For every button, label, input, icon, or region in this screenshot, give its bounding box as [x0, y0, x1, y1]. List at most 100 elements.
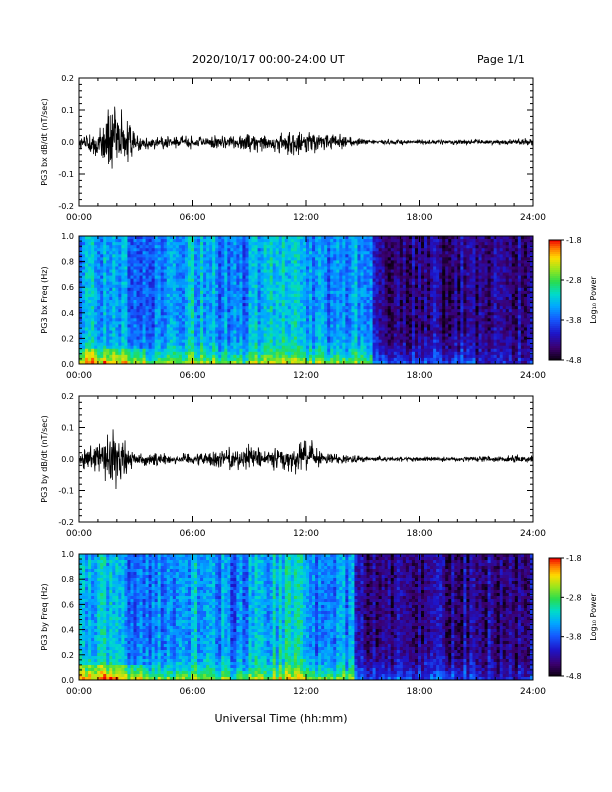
- spectrogram-cell: [157, 260, 162, 264]
- spectrogram-cell: [242, 296, 246, 301]
- spectrogram-cell: [290, 236, 295, 240]
- spectrogram-cell: [115, 315, 119, 319]
- spectrogram-cell: [154, 336, 159, 341]
- spectrogram-cell: [315, 339, 319, 344]
- spectrogram-cell: [260, 296, 265, 301]
- spectrogram-cell: [148, 354, 153, 359]
- spectrogram-cell: [100, 312, 104, 316]
- spectrogram-cell: [109, 348, 113, 353]
- spectrogram-cell: [230, 306, 234, 310]
- spectrogram-cell: [145, 351, 150, 356]
- spectrogram-cell: [181, 296, 186, 301]
- spectrogram-cell: [127, 263, 131, 267]
- spectrogram-cell: [133, 327, 137, 331]
- spectrogram-cell: [178, 254, 183, 258]
- spectrogram-cell: [309, 342, 313, 347]
- spectrogram-cell: [127, 272, 131, 277]
- spectrogram-cell: [296, 327, 301, 331]
- spectrogram-cell: [181, 336, 186, 341]
- spectrogram-cell: [324, 251, 328, 255]
- spectrogram-cell: [206, 275, 210, 280]
- spectrogram-cell: [194, 290, 198, 295]
- spectrogram-cell: [109, 315, 113, 319]
- spectrogram-cell: [414, 336, 419, 341]
- spectrogram-cell: [88, 348, 92, 353]
- spectrogram-cell: [115, 239, 119, 243]
- spectrogram-cell: [345, 272, 349, 277]
- spectrogram-cell: [387, 296, 392, 301]
- spectrogram-cell: [172, 248, 177, 252]
- spectrogram-cell: [139, 296, 143, 301]
- spectrogram-cell: [230, 260, 234, 264]
- spectrogram-cell: [272, 245, 277, 249]
- spectrogram-cell: [245, 266, 249, 270]
- spectrogram-cell: [336, 254, 340, 258]
- spectrogram-cell: [366, 281, 370, 286]
- spectrogram-cell: [172, 327, 177, 331]
- spectrogram-cell: [296, 330, 301, 334]
- spectrogram-cell: [302, 287, 307, 292]
- spectrogram-cell: [248, 348, 252, 353]
- spectrogram-cell: [94, 351, 98, 356]
- spectrogram-cell: [278, 296, 283, 301]
- spectrogram-cell: [357, 336, 361, 341]
- spectrogram-cell: [417, 272, 422, 277]
- spectrogram-cell: [421, 257, 425, 261]
- spectrogram-cell: [175, 281, 180, 286]
- spectrogram-cell: [215, 309, 219, 313]
- spectrogram-cell: [278, 360, 283, 365]
- spectrogram-cell: [414, 357, 419, 362]
- spectrogram-cell: [142, 236, 146, 240]
- spectrogram-cell: [309, 287, 313, 292]
- spectrogram-cell: [91, 263, 95, 267]
- spectrogram-cell: [242, 236, 246, 240]
- spectrogram-cell: [133, 360, 137, 365]
- spectrogram-cell: [148, 281, 153, 286]
- spectrogram-cell: [384, 260, 389, 264]
- spectrogram-cell: [175, 324, 180, 328]
- spectrogram-cell: [378, 330, 383, 334]
- spectrogram-cell: [414, 269, 419, 273]
- spectrogram-cell: [97, 348, 101, 353]
- spectrogram-cell: [106, 318, 110, 322]
- spectrogram-cell: [399, 260, 404, 264]
- spectrogram-cell: [184, 275, 189, 280]
- spectrogram-cell: [263, 306, 268, 310]
- spectrogram-cell: [233, 300, 237, 304]
- spectrogram-cell: [103, 315, 107, 319]
- spectrogram-cell: [275, 351, 280, 356]
- spectrogram-cell: [251, 296, 255, 301]
- spectrogram-cell: [206, 284, 210, 289]
- spectrogram-cell: [218, 318, 222, 322]
- spectrogram-cell: [357, 348, 361, 353]
- spectrogram-cell: [142, 266, 146, 270]
- spectrogram-cell: [411, 312, 416, 316]
- spectrogram-cell: [315, 293, 319, 298]
- spectrogram-cell: [405, 342, 410, 347]
- spectrogram-cell: [248, 351, 252, 356]
- spectrogram-cell: [318, 312, 322, 316]
- spectrogram-cell: [245, 303, 249, 307]
- spectrogram-cell: [254, 281, 258, 286]
- spectrogram-cell: [269, 306, 274, 310]
- spectrogram-cell: [151, 306, 156, 310]
- spectrogram-cell: [393, 306, 398, 310]
- spectrogram-cell: [209, 296, 213, 301]
- spectrogram-cell: [88, 357, 92, 362]
- spectrogram-cell: [281, 242, 286, 246]
- spectrogram-cell: [100, 260, 104, 264]
- spectrogram-cell: [154, 339, 159, 344]
- spectrogram-cell: [384, 284, 389, 289]
- spectrogram-cell: [166, 360, 171, 365]
- spectrogram-cell: [424, 342, 428, 347]
- spectrogram-cell: [345, 309, 349, 313]
- spectrogram-cell: [393, 281, 398, 286]
- spectrogram-cell: [278, 257, 283, 261]
- spectrogram-cell: [354, 251, 358, 255]
- spectrogram-cell: [187, 360, 192, 365]
- spectrogram-cell: [408, 330, 413, 334]
- spectrogram-cell: [381, 321, 386, 325]
- spectrogram-cell: [88, 324, 92, 328]
- spectrogram-cell: [269, 263, 274, 267]
